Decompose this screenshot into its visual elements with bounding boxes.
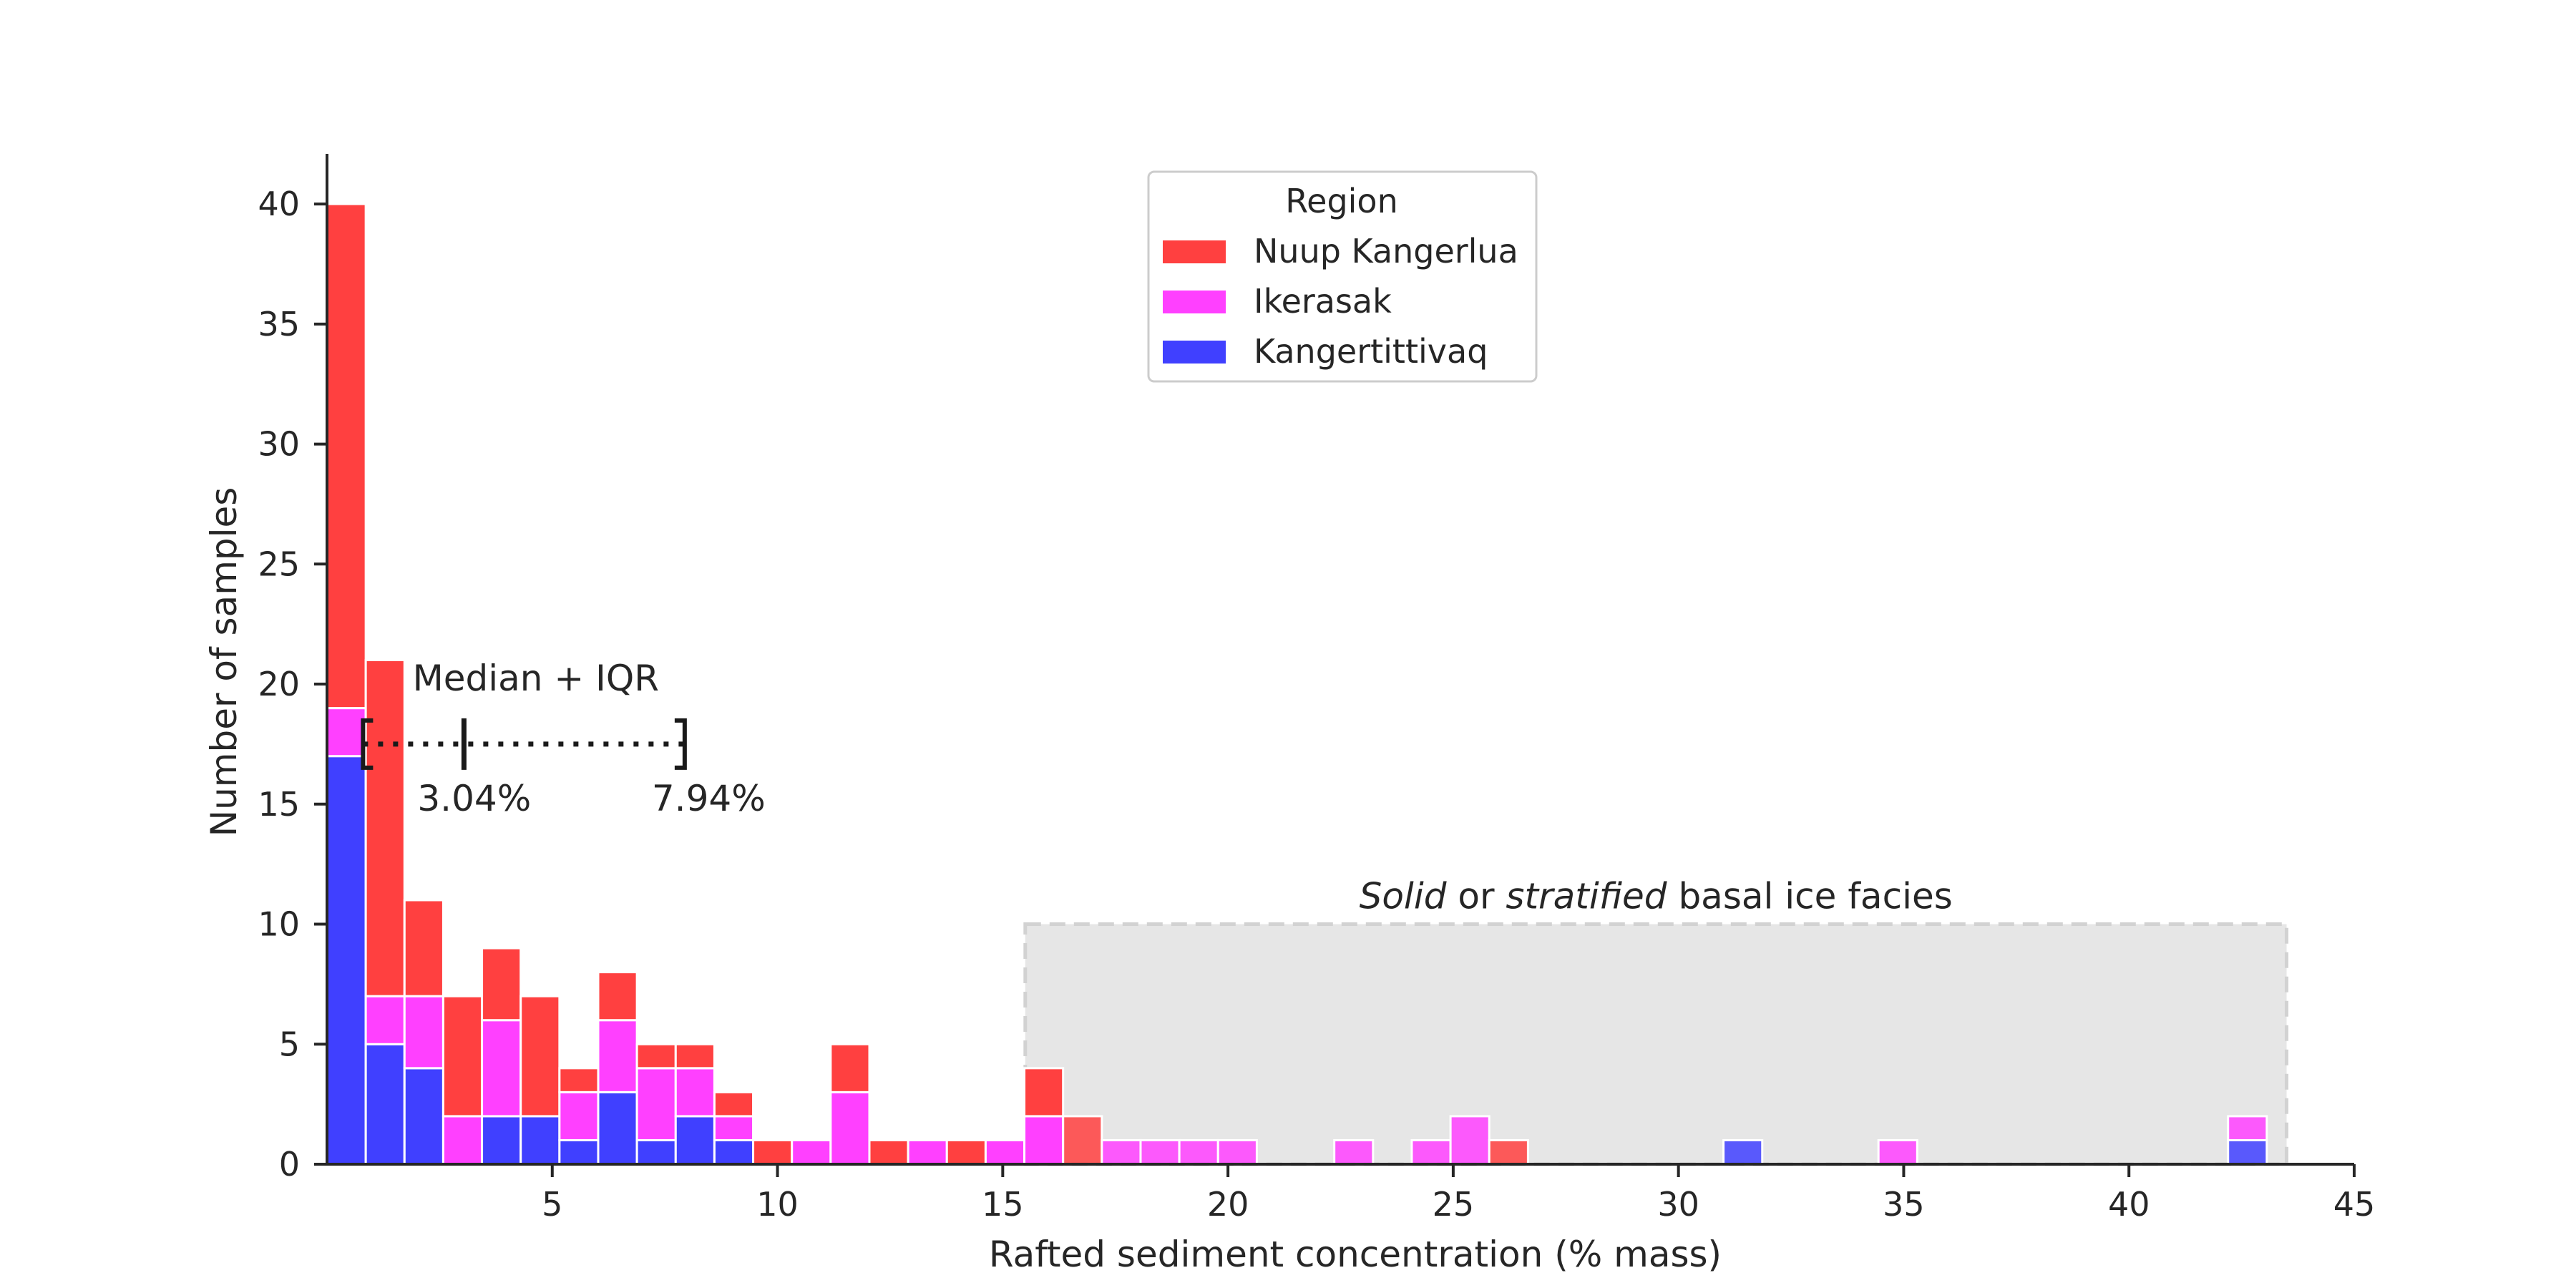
y-tick-label-40: 40	[258, 185, 300, 223]
iqr-left-bracket	[361, 718, 374, 770]
bar-ikerasak-bin-3	[441, 1115, 484, 1166]
x-axis-title: Rafted sediment concentration (% mass)	[989, 1234, 1722, 1275]
bar-ikerasak-bin-21	[1139, 1138, 1181, 1166]
bar-nuup-kangerlua-bin-8	[635, 1043, 677, 1070]
bar-ikerasak-bin-10	[713, 1115, 755, 1141]
y-tick-label-25: 25	[258, 545, 300, 583]
bar-kangertittivaq-bin-30	[2227, 1138, 2268, 1166]
bar-ikerasak-bin-15	[907, 1138, 948, 1166]
bar-ikerasak-bin-23	[1216, 1138, 1258, 1166]
bar-ikerasak-bin-17	[984, 1138, 1026, 1166]
y-tick-label-30: 30	[258, 425, 300, 464]
bar-kangertittivaq-bin-28	[1722, 1138, 1764, 1166]
bar-nuup-kangerlua-bin-7	[597, 971, 638, 1022]
bar-ikerasak-bin-26	[1449, 1115, 1491, 1166]
bar-ikerasak-bin-13	[829, 1091, 871, 1166]
legend-swatch-kangertittivaq	[1163, 341, 1226, 364]
bar-kangertittivaq-bin-10	[713, 1138, 755, 1166]
legend-label-ikerasak: Ikerasak	[1254, 282, 1392, 321]
bar-nuup-kangerlua-bin-0	[326, 203, 367, 710]
bar-nuup-kangerlua-bin-4	[481, 947, 522, 1022]
bar-ikerasak-bin-1	[364, 995, 406, 1045]
bar-nuup-kangerlua-bin-19	[1062, 1115, 1103, 1166]
bar-ikerasak-bin-12	[791, 1138, 832, 1166]
legend-label-kangertittivaq: Kangertittivaq	[1254, 332, 1488, 371]
bar-ikerasak-bin-2	[403, 995, 444, 1070]
x-tick-label-10: 10	[756, 1185, 799, 1224]
x-tick-label-30: 30	[1657, 1185, 1699, 1224]
bar-nuup-kangerlua-bin-16	[945, 1138, 987, 1166]
bar-nuup-kangerlua-bin-5	[519, 995, 561, 1118]
bar-nuup-kangerlua-bin-27	[1488, 1138, 1529, 1166]
y-tick-label-35: 35	[258, 305, 300, 343]
iqr-annotation-layer: Median + IQR 3.04% 7.94%	[361, 658, 766, 819]
bar-ikerasak-bin-8	[635, 1067, 677, 1141]
bar-kangertittivaq-bin-5	[519, 1115, 561, 1166]
bar-nuup-kangerlua-bin-2	[403, 899, 444, 997]
legend-swatch-ikerasak	[1163, 291, 1226, 313]
bar-nuup-kangerlua-bin-14	[868, 1138, 909, 1166]
y-tick-label-20: 20	[258, 665, 300, 703]
x-tick-label-45: 45	[2333, 1185, 2376, 1224]
y-tick-label-15: 15	[258, 785, 300, 824]
bar-nuup-kangerlua-bin-10	[713, 1091, 755, 1118]
facies-region	[1023, 922, 2289, 1166]
bar-ikerasak-bin-24	[1333, 1138, 1375, 1166]
facies-label: Solid or stratified basal ice facies	[1360, 876, 1953, 917]
median-value-label: 3.04%	[417, 778, 531, 819]
bar-nuup-kangerlua-bin-6	[558, 1067, 600, 1093]
bar-ikerasak-bin-0	[326, 707, 367, 758]
x-tick-label-25: 25	[1433, 1185, 1475, 1224]
axes-layer: 5 10 15 20 25 30 35 40 45 0 5 10 15 20 25 30 35 40	[258, 154, 2375, 1224]
bar-ikerasak-bin-7	[597, 1019, 638, 1093]
y-tick-label-10: 10	[258, 905, 300, 944]
bar-nuup-kangerlua-bin-9	[674, 1043, 716, 1070]
bar-ikerasak-bin-25	[1410, 1138, 1452, 1166]
x-tick-label-15: 15	[982, 1185, 1024, 1224]
q3-value-label: 7.94%	[652, 778, 766, 819]
bar-nuup-kangerlua-bin-13	[829, 1043, 871, 1093]
facies-region-layer: Solid or stratified basal ice facies	[1023, 876, 2289, 1166]
x-tick-label-5: 5	[542, 1185, 562, 1224]
bar-kangertittivaq-bin-9	[674, 1115, 716, 1166]
bar-ikerasak-bin-6	[558, 1091, 600, 1141]
iqr-label: Median + IQR	[413, 658, 659, 699]
bar-ikerasak-bin-18	[1023, 1115, 1065, 1166]
bar-kangertittivaq-bin-7	[597, 1091, 638, 1166]
bar-kangertittivaq-bin-4	[481, 1115, 522, 1166]
bar-nuup-kangerlua-bin-18	[1023, 1067, 1065, 1118]
legend-title: Region	[1285, 182, 1397, 220]
x-tick-label-40: 40	[2108, 1185, 2150, 1224]
bar-ikerasak-bin-20	[1101, 1138, 1142, 1166]
bar-kangertittivaq-bin-6	[558, 1138, 600, 1166]
bar-kangertittivaq-bin-8	[635, 1138, 677, 1166]
x-tick-label-35: 35	[1883, 1185, 1925, 1224]
legend-label-nuup-kangerlua: Nuup Kangerlua	[1254, 232, 1518, 270]
bar-nuup-kangerlua-bin-1	[364, 659, 406, 997]
facies-label-part-2: stratified	[1506, 876, 1667, 917]
facies-label-part-0: Solid	[1360, 876, 1447, 917]
bar-ikerasak-bin-29	[1877, 1138, 1918, 1166]
bar-ikerasak-bin-30	[2227, 1115, 2268, 1141]
bar-ikerasak-bin-9	[674, 1067, 716, 1118]
bars-layer	[326, 203, 2268, 1166]
y-axis-title: Number of samples	[203, 487, 245, 837]
facies-label-part-3: basal ice facies	[1667, 876, 1953, 917]
bar-kangertittivaq-bin-0	[326, 755, 367, 1166]
bar-kangertittivaq-bin-2	[403, 1067, 444, 1166]
y-tick-label-0: 0	[279, 1145, 300, 1184]
bar-ikerasak-bin-22	[1178, 1138, 1219, 1166]
legend: Region Nuup Kangerlua Ikerasak Kangertit…	[1147, 170, 1538, 383]
bar-kangertittivaq-bin-1	[364, 1043, 406, 1166]
legend-swatch-nuup-kangerlua	[1163, 240, 1226, 263]
x-tick-label-20: 20	[1207, 1185, 1249, 1224]
bar-nuup-kangerlua-bin-11	[752, 1138, 794, 1166]
bar-nuup-kangerlua-bin-3	[441, 995, 484, 1118]
iqr-right-bracket	[674, 718, 687, 770]
facies-label-part-1: or	[1446, 876, 1506, 917]
y-tick-label-5: 5	[279, 1025, 300, 1063]
legend-frame	[1147, 170, 1538, 383]
bar-ikerasak-bin-4	[481, 1019, 522, 1118]
